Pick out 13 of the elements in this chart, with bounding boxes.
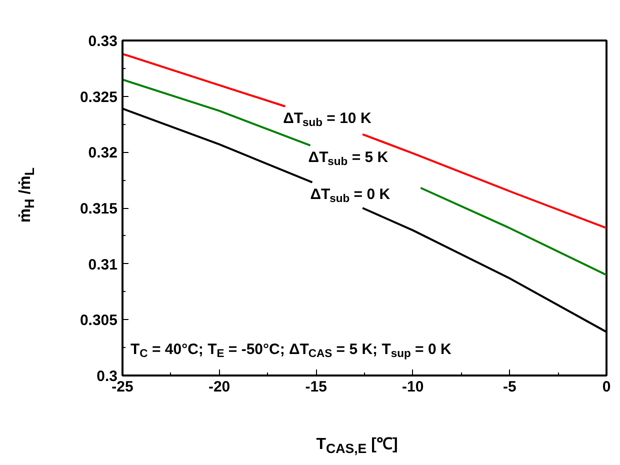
x-axis-title: T$_{CAS,E}$ [℃] (316, 434, 398, 458)
y-tick-label: 0.31 (88, 256, 118, 274)
x-tick-label: -10 (402, 378, 424, 396)
y-tick-label: 0.33 (88, 33, 118, 50)
y-tick-label: 0.3 (96, 368, 118, 385)
x-tick-label: -5 (503, 378, 516, 396)
y-tick-label: 0.305 (80, 312, 118, 330)
y-tick-label: 0.32 (88, 144, 118, 162)
x-tick-label: -20 (208, 378, 230, 396)
x-tick-label: -15 (305, 378, 327, 396)
y-tick-label: 0.325 (80, 88, 118, 106)
y-tick-label: 0.315 (80, 200, 118, 218)
x-tick-label: 0 (602, 378, 611, 396)
